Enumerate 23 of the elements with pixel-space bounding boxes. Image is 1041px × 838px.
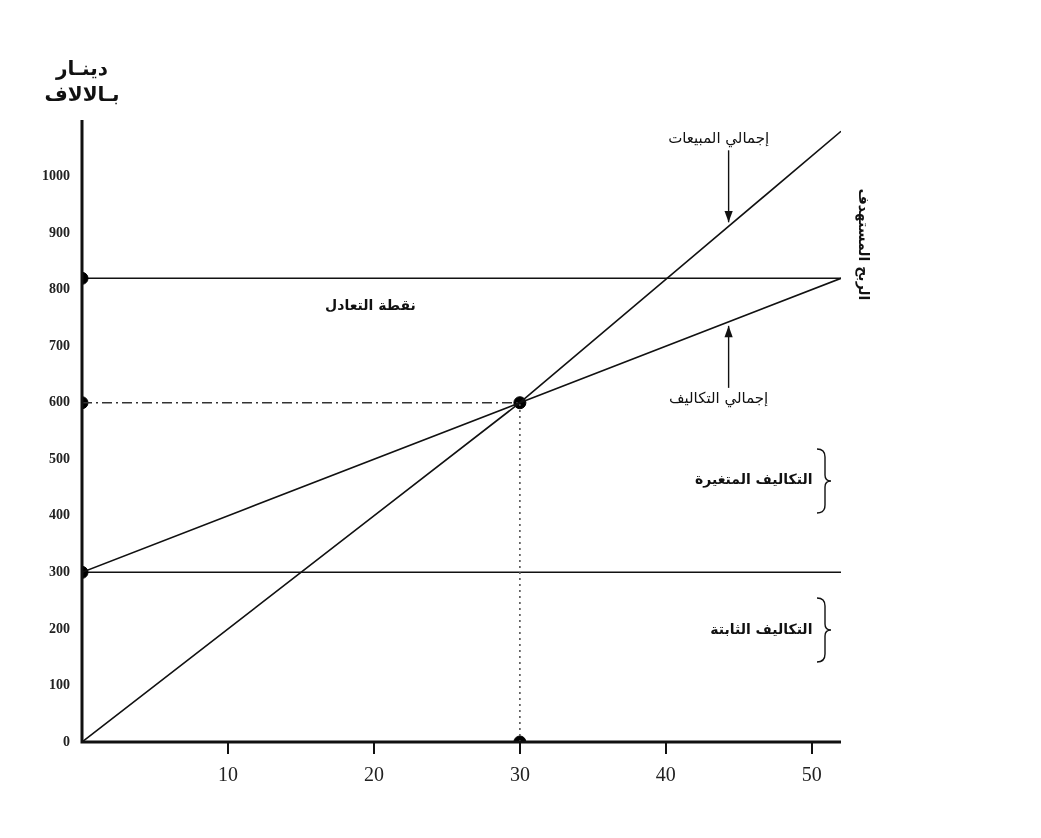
y-tick-label: 500: [49, 450, 70, 466]
text: الربح المستهدف: [855, 188, 873, 301]
text: إجمالي التكاليف: [668, 389, 769, 409]
y-tick-label: 100: [49, 677, 70, 693]
y-tick-label: 700: [49, 337, 70, 353]
x-tick-label: 30: [509, 763, 530, 786]
y-tick-label: 300: [49, 563, 70, 579]
y-tick-label: 900: [49, 224, 70, 240]
y-tick-label: 0: [63, 733, 70, 749]
y-axis-title: دينـار بـالالاف: [44, 56, 120, 107]
annotation: التكاليف الثابتة: [710, 620, 813, 637]
y-tick-label: 200: [49, 620, 70, 636]
x-tick-label: 50: [801, 763, 822, 786]
y-tick-label: 1000: [42, 168, 70, 184]
y-tick-label: 600: [49, 394, 70, 410]
y-tick-label: 400: [49, 507, 70, 523]
text: إجمالي المبيعات: [668, 128, 770, 148]
x-tick-label: 10: [217, 763, 238, 786]
annotation: نقطة التعادل: [325, 297, 416, 314]
y-tick-label: 800: [49, 281, 70, 297]
annotation: التكاليف المتغيرة: [695, 471, 813, 489]
x-tick-label: 20: [363, 763, 384, 786]
x-tick-label: 40: [655, 763, 676, 786]
